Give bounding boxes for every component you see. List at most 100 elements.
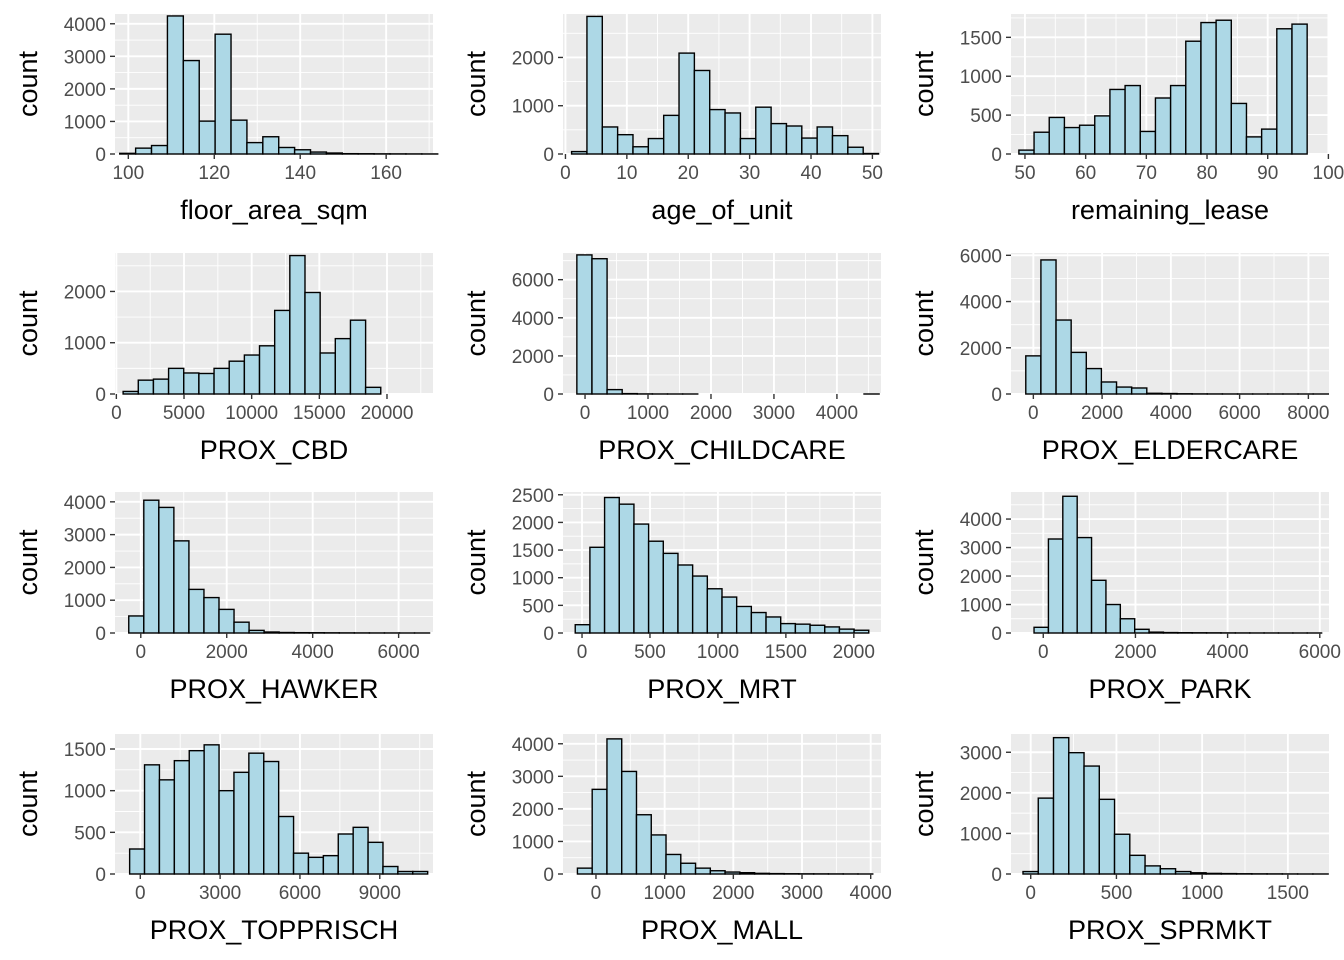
- histogram-bar: [128, 848, 146, 875]
- x-axis-title: age_of_unit: [651, 195, 793, 225]
- histogram-bar: [586, 15, 603, 155]
- y-tick-label: 1000: [960, 596, 1002, 617]
- histogram-bar: [724, 112, 742, 155]
- histogram-prox-eldercare: 0 2000 4000 6000 0 2000 4000 6000 8000 PROX_ELDER…: [909, 246, 1330, 465]
- y-tick-label: 500: [970, 106, 1002, 127]
- x-tick-label: 1500: [1267, 883, 1309, 904]
- histogram-bar: [1094, 115, 1111, 155]
- y-tick-label: 3000: [960, 539, 1002, 560]
- histogram-prox-topprisch: 0 500 1000 1500 0 3000 6000 9000 PROX_TOPPRISCH c…: [13, 734, 433, 945]
- x-tick-label: 160: [370, 163, 402, 184]
- x-tick-label: 0: [135, 642, 146, 663]
- histogram-bar: [1174, 870, 1192, 875]
- x-axis-title: remaining_lease: [1071, 195, 1269, 225]
- y-tick-label: 2000: [512, 347, 554, 368]
- y-tick-label: 2000: [64, 80, 106, 101]
- histogram-bar: [246, 141, 264, 155]
- x-axis-title: PROX_MALL: [641, 915, 803, 945]
- histogram-bar: [1078, 124, 1096, 155]
- y-tick-label: 0: [991, 865, 1002, 886]
- histogram-floor-area-sqm: 0 1000 2000 3000 4000 100 120 140 160floor_area_…: [13, 14, 439, 225]
- histogram-bar: [1245, 136, 1263, 155]
- histogram-bar: [248, 752, 265, 875]
- y-tick-label: 0: [991, 145, 1002, 166]
- x-tick-label: 2000: [833, 642, 875, 663]
- histogram-bar: [1144, 865, 1162, 875]
- histogram-bar: [794, 623, 811, 634]
- x-tick-label: 0: [1038, 642, 1049, 663]
- x-tick-label: 30: [739, 163, 760, 184]
- histogram-bar: [397, 870, 414, 875]
- histogram-bar: [307, 856, 325, 875]
- y-axis-title: count: [13, 770, 43, 837]
- histogram-bar: [1037, 797, 1055, 875]
- y-tick-label: 4000: [64, 493, 106, 514]
- histogram-bar: [258, 345, 276, 395]
- x-axis-title: PROX_MRT: [647, 674, 797, 704]
- x-tick-label: 3000: [199, 883, 241, 904]
- histogram-bar: [1083, 765, 1100, 875]
- histogram-bar: [589, 546, 606, 634]
- histogram-bar: [349, 319, 367, 395]
- y-tick-label: 2000: [64, 282, 106, 303]
- histogram-bar: [1033, 131, 1050, 155]
- histogram-bar: [616, 133, 634, 155]
- y-tick-label: 2000: [960, 339, 1002, 360]
- y-tick-label: 4000: [960, 510, 1002, 531]
- histogram-prox-mall: 0 1000 2000 3000 4000 0 1000 2000 3000 4000 PROX_M…: [461, 734, 892, 945]
- histogram-bar: [1205, 872, 1223, 875]
- histogram-bar: [591, 258, 608, 395]
- histogram-bar: [1130, 387, 1148, 395]
- histogram-bar: [228, 360, 246, 395]
- histogram-bar: [739, 871, 756, 875]
- x-axis-title: floor_area_sqm: [180, 195, 368, 225]
- x-tick-label: 120: [198, 163, 230, 184]
- histogram-bar: [167, 367, 185, 395]
- x-tick-label: 0: [1028, 403, 1039, 424]
- histogram-bar: [739, 137, 757, 155]
- histogram-bar: [364, 386, 382, 395]
- histogram-bar: [214, 33, 232, 155]
- histogram-bar: [1055, 319, 1072, 395]
- x-tick-label: 20000: [361, 403, 414, 424]
- histogram-bar: [831, 134, 849, 155]
- histogram-bar: [691, 575, 709, 634]
- x-tick-label: 4000: [1150, 403, 1192, 424]
- histogram-bar: [694, 867, 712, 875]
- x-tick-label: 50: [1014, 163, 1035, 184]
- x-tick-label: 40: [800, 163, 821, 184]
- histogram-bar: [119, 152, 137, 155]
- histogram-bar: [1105, 603, 1122, 634]
- x-tick-label: 8000: [1287, 403, 1329, 424]
- histogram-bar: [1146, 392, 1163, 395]
- y-tick-label: 1500: [512, 541, 554, 562]
- y-tick-label: 2000: [512, 800, 554, 821]
- histogram-bar: [1260, 128, 1278, 155]
- x-tick-label: 0: [135, 883, 146, 904]
- histogram-bar: [780, 622, 797, 634]
- y-tick-label: 2000: [512, 513, 554, 534]
- histogram-bar: [1185, 40, 1202, 155]
- y-tick-label: 1000: [512, 97, 554, 118]
- histogram-bar: [680, 862, 697, 875]
- histogram-bar: [1022, 870, 1039, 875]
- histogram-age-of-unit: 0 1000 2000 0 10 20 30 40 50 age_of_unit count: [461, 14, 883, 225]
- y-tick-label: 3000: [960, 743, 1002, 764]
- histogram-bar: [750, 611, 767, 634]
- histogram-bar: [1159, 868, 1177, 875]
- histogram-bar: [816, 126, 834, 155]
- x-tick-label: 140: [284, 163, 316, 184]
- histogram-bar: [735, 605, 753, 634]
- panel-background: [563, 253, 881, 394]
- histogram-bar: [1040, 259, 1057, 395]
- y-tick-label: 0: [543, 865, 554, 886]
- histogram-bar: [1076, 536, 1093, 634]
- histogram-bar: [158, 506, 175, 634]
- x-tick-label: 0: [577, 642, 588, 663]
- y-tick-label: 500: [74, 823, 106, 844]
- x-tick-label: 50: [862, 163, 883, 184]
- y-axis-title: count: [461, 529, 491, 596]
- x-tick-label: 4000: [850, 883, 892, 904]
- histogram-prox-park: 0 1000 2000 3000 4000 0 2000 4000 6000 PROX_PARK c…: [909, 492, 1341, 704]
